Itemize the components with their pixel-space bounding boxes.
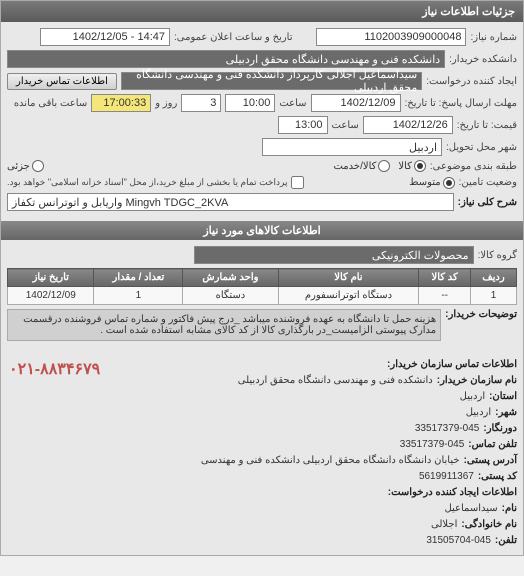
deadline-date-input[interactable]: 1402/12/09 xyxy=(311,94,401,112)
remaining-time-input: 17:00:33 xyxy=(91,94,151,112)
family-value: اجلالی xyxy=(431,517,457,533)
radio-khadamat-label: کالا/خدمت xyxy=(333,161,376,172)
phone-overlay: ۰۲۱-۸۸۳۴۶۷۹ xyxy=(9,357,100,383)
deadline-time-label: ساعت xyxy=(279,98,306,109)
tel-label: تلفن: xyxy=(495,533,517,549)
radio-medium[interactable]: متوسط xyxy=(409,177,454,189)
date-label: تاریخ و ساعت اعلان عمومی: xyxy=(174,32,293,43)
td-name: دستگاه اتوترانسفورم xyxy=(278,287,419,305)
deadline-label: مهلت ارسال پاسخ: تا تاریخ: xyxy=(405,98,517,109)
price-time-label: ساعت xyxy=(332,120,359,131)
phone-label: تلفن تماس: xyxy=(468,437,517,453)
th-date: تاریخ نیاز xyxy=(8,269,94,287)
number-label: شماره نیاز: xyxy=(470,32,517,43)
table-row[interactable]: 1 -- دستگاه اتوترانسفورم دستگاه 1 1402/1… xyxy=(8,287,517,305)
radio-icon xyxy=(443,177,455,189)
delivery-city-label: شهر محل تحویل: xyxy=(446,142,517,153)
province-value: اردبیل xyxy=(460,389,485,405)
radio-icon xyxy=(414,160,426,172)
payment-note: پرداخت تمام یا بخشی از مبلغ خرید،از محل … xyxy=(7,177,287,188)
tel-value: 31505704-045 xyxy=(426,533,491,549)
creator-section-title: اطلاعات ایجاد کننده درخواست: xyxy=(7,485,517,501)
medium-label: متوسط xyxy=(409,177,440,188)
fax-label: دورنگار: xyxy=(483,421,517,437)
price-date-input[interactable]: 1402/12/26 xyxy=(363,116,453,134)
payment-checkbox[interactable] xyxy=(291,176,304,189)
address-value: خیابان دانشگاه دانشگاه محقق اردبیلی دانش… xyxy=(201,453,460,469)
org-label: نام سازمان خریدار: xyxy=(437,373,517,389)
price-label: قیمت: تا تاریخ: xyxy=(457,120,517,131)
th-code: کد کالا xyxy=(419,269,471,287)
status-label: وضعیت تامین: xyxy=(459,177,517,188)
phone-value: 33517379-045 xyxy=(400,437,465,453)
goods-desc-label: توضیحات خریدار: xyxy=(445,309,517,320)
th-name: نام کالا xyxy=(278,269,419,287)
remaining-days-label: روز و xyxy=(155,98,177,109)
name-value: سیداسماعیل xyxy=(444,501,497,517)
radio-icon xyxy=(378,160,390,172)
contact-button[interactable]: اطلاعات تماس خریدار xyxy=(7,73,117,90)
td-qty: 1 xyxy=(94,287,183,305)
deadline-time-input[interactable]: 10:00 xyxy=(225,94,275,112)
buyer-label: دانشکده خریدار: xyxy=(449,54,517,65)
family-label: نام خانوادگی: xyxy=(461,517,517,533)
group-input[interactable]: محصولات الکترونیکی xyxy=(194,246,474,264)
th-row: ردیف xyxy=(471,269,517,287)
delivery-city-input[interactable]: اردبیل xyxy=(262,138,442,156)
form-section: شماره نیاز: 1102003909000048 تاریخ و ساع… xyxy=(1,22,523,221)
panel-title: جزئیات اطلاعات نیاز xyxy=(1,1,523,22)
price-time-input[interactable]: 13:00 xyxy=(278,116,328,134)
td-code: -- xyxy=(419,287,471,305)
city-label: شهر: xyxy=(495,405,517,421)
classify-label: طبقه بندی موضوعی: xyxy=(430,161,517,172)
date-input[interactable]: 14:47 - 1402/12/05 xyxy=(40,28,170,46)
td-row: 1 xyxy=(471,287,517,305)
goods-section-title: اطلاعات کالاهای مورد نیاز xyxy=(1,221,523,240)
radio-partial[interactable]: جزئی xyxy=(7,160,44,172)
postal-label: کد پستی: xyxy=(478,469,517,485)
group-label: گروه کالا: xyxy=(478,250,517,261)
buyer-input[interactable]: دانشکده فنی و مهندسی دانشگاه محقق اردبیل… xyxy=(7,50,445,68)
desc-input[interactable]: واریابل و اتوترانس تکفاز Mingvh TDGC_2KV… xyxy=(7,193,454,211)
td-date: 1402/12/09 xyxy=(8,287,94,305)
name-label: نام: xyxy=(502,501,517,517)
radio-kala[interactable]: کالا xyxy=(398,160,426,172)
radio-kala-label: کالا xyxy=(398,161,412,172)
th-unit: واحد شمارش xyxy=(183,269,278,287)
creator-input[interactable]: سیداسماعیل اجلالی کارپرداز دانشکده فنی و… xyxy=(121,72,422,90)
contact-section: ۰۲۱-۸۸۳۴۶۷۹ اطلاعات تماس سازمان خریدار: … xyxy=(1,351,523,555)
city-value: اردبیل xyxy=(466,405,491,421)
remaining-label: ساعت باقی مانده xyxy=(14,98,87,109)
creator-label: ایجاد کننده درخواست: xyxy=(426,76,517,87)
remaining-days-input: 3 xyxy=(181,94,221,112)
province-label: استان: xyxy=(489,389,517,405)
address-label: آدرس پستی: xyxy=(464,453,517,469)
table-header-row: ردیف کد کالا نام کالا واحد شمارش تعداد /… xyxy=(8,269,517,287)
desc-label: شرح کلی نیاز: xyxy=(458,197,517,208)
number-input[interactable]: 1102003909000048 xyxy=(316,28,466,46)
radio-khadamat[interactable]: کالا/خدمت xyxy=(333,160,390,172)
postal-value: 5619911367 xyxy=(419,469,474,485)
td-unit: دستگاه xyxy=(183,287,278,305)
radio-icon xyxy=(32,160,44,172)
org-value: دانشکده فنی و مهندسی دانشگاه محقق اردبیل… xyxy=(238,373,433,389)
goods-section: گروه کالا: محصولات الکترونیکی ردیف کد کا… xyxy=(1,240,523,351)
classify-radio-group: کالا کالا/خدمت xyxy=(333,160,425,172)
goods-table: ردیف کد کالا نام کالا واحد شمارش تعداد /… xyxy=(7,268,517,305)
partial-label: جزئی xyxy=(7,161,30,172)
fax-value: 33517379-045 xyxy=(415,421,480,437)
goods-desc-text: هزینه حمل تا دانشگاه به عهده فروشنده میب… xyxy=(7,309,441,341)
main-panel: جزئیات اطلاعات نیاز شماره نیاز: 11020039… xyxy=(0,0,524,556)
th-qty: تعداد / مقدار xyxy=(94,269,183,287)
